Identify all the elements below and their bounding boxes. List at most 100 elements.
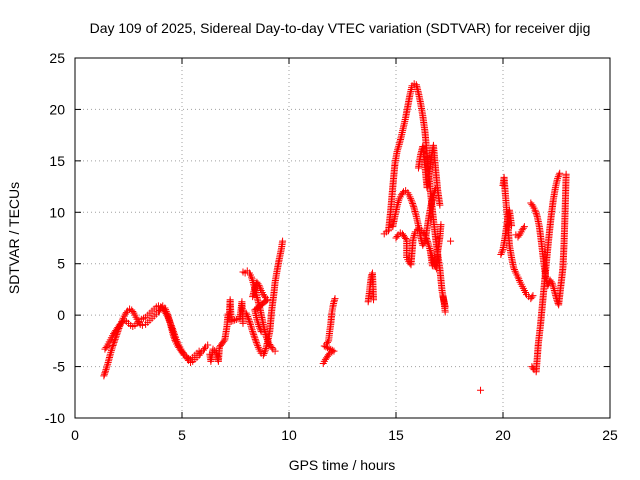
data-point — [104, 360, 112, 368]
data-point — [549, 281, 557, 289]
data-point — [248, 273, 256, 281]
data-point — [547, 278, 555, 286]
x-tick-label: 10 — [281, 427, 297, 443]
data-point — [271, 347, 279, 355]
data-point — [256, 326, 264, 334]
data-point — [179, 350, 187, 358]
data-point — [129, 308, 137, 316]
data-point — [169, 332, 177, 340]
y-tick-label: 0 — [57, 307, 65, 323]
data-point — [549, 283, 557, 291]
data-point — [231, 316, 239, 324]
data-point — [252, 338, 260, 346]
data-point — [244, 314, 252, 322]
data-point — [261, 348, 269, 356]
data-point — [256, 283, 264, 291]
data-point — [515, 231, 523, 239]
data-point — [548, 279, 556, 287]
data-point — [164, 311, 172, 319]
data-point — [515, 277, 523, 285]
data-point — [402, 235, 410, 243]
data-point — [158, 303, 166, 311]
x-tick-label: 5 — [178, 427, 186, 443]
data-point — [393, 148, 401, 156]
data-point — [257, 328, 265, 336]
data-point — [409, 201, 417, 209]
data-point — [103, 362, 111, 370]
series-arc-n — [512, 169, 564, 376]
data-point — [395, 142, 403, 150]
data-point — [245, 317, 253, 325]
data-point — [447, 237, 455, 245]
data-point — [250, 332, 258, 340]
data-point — [498, 249, 506, 257]
data-point — [162, 307, 170, 315]
data-point — [209, 345, 217, 353]
y-tick-label: 20 — [49, 101, 65, 117]
data-point — [437, 221, 445, 229]
data-point — [511, 267, 519, 275]
data-point — [519, 224, 527, 232]
data-point — [425, 241, 433, 249]
data-point — [183, 355, 191, 363]
data-point — [410, 231, 418, 239]
data-point — [255, 322, 263, 330]
data-point — [426, 245, 434, 253]
data-point — [253, 317, 261, 325]
y-tick-label: -5 — [53, 359, 66, 375]
data-point — [249, 329, 257, 337]
data-point — [259, 351, 267, 359]
data-point — [370, 296, 378, 304]
y-tick-label: 10 — [49, 204, 65, 220]
data-point — [423, 236, 431, 244]
data-point — [408, 198, 416, 206]
data-point — [322, 343, 330, 351]
data-point — [101, 369, 109, 377]
data-point — [242, 309, 250, 317]
data-point — [200, 345, 208, 353]
data-point — [248, 326, 256, 334]
data-point — [330, 347, 338, 355]
data-point — [108, 343, 116, 351]
data-point — [162, 306, 170, 314]
x-tick-label: 15 — [388, 427, 404, 443]
data-point — [253, 340, 261, 348]
data-point — [325, 345, 333, 353]
data-point — [249, 277, 257, 285]
data-point — [510, 266, 518, 274]
data-point — [550, 285, 558, 293]
data-point — [256, 324, 264, 332]
data-point — [324, 338, 332, 346]
data-point — [239, 319, 247, 327]
data-point — [531, 206, 539, 214]
data-point — [424, 238, 432, 246]
data-point — [252, 337, 260, 345]
data-point — [250, 331, 258, 339]
data-point — [554, 174, 562, 182]
data-point — [248, 324, 256, 332]
series-arc-h — [319, 295, 339, 367]
x-tick-label: 25 — [602, 427, 618, 443]
data-point — [249, 328, 257, 336]
data-point — [410, 233, 418, 241]
data-point — [394, 199, 402, 207]
data-point — [422, 235, 430, 243]
data-point — [520, 223, 528, 231]
x-axis-label: GPS time / hours — [289, 457, 396, 473]
data-point — [246, 320, 254, 328]
data-point — [554, 173, 562, 181]
y-tick-label: -10 — [45, 410, 65, 426]
data-point — [407, 196, 415, 204]
series-arc-a — [100, 305, 146, 380]
data-point — [220, 337, 228, 345]
data-point — [515, 275, 523, 283]
data-point — [227, 317, 235, 325]
data-point — [542, 274, 550, 282]
data-point — [102, 344, 110, 352]
data-point — [395, 197, 403, 205]
data-point — [248, 275, 256, 283]
data-point — [327, 345, 335, 353]
data-point — [106, 350, 114, 358]
data-point — [556, 169, 564, 177]
